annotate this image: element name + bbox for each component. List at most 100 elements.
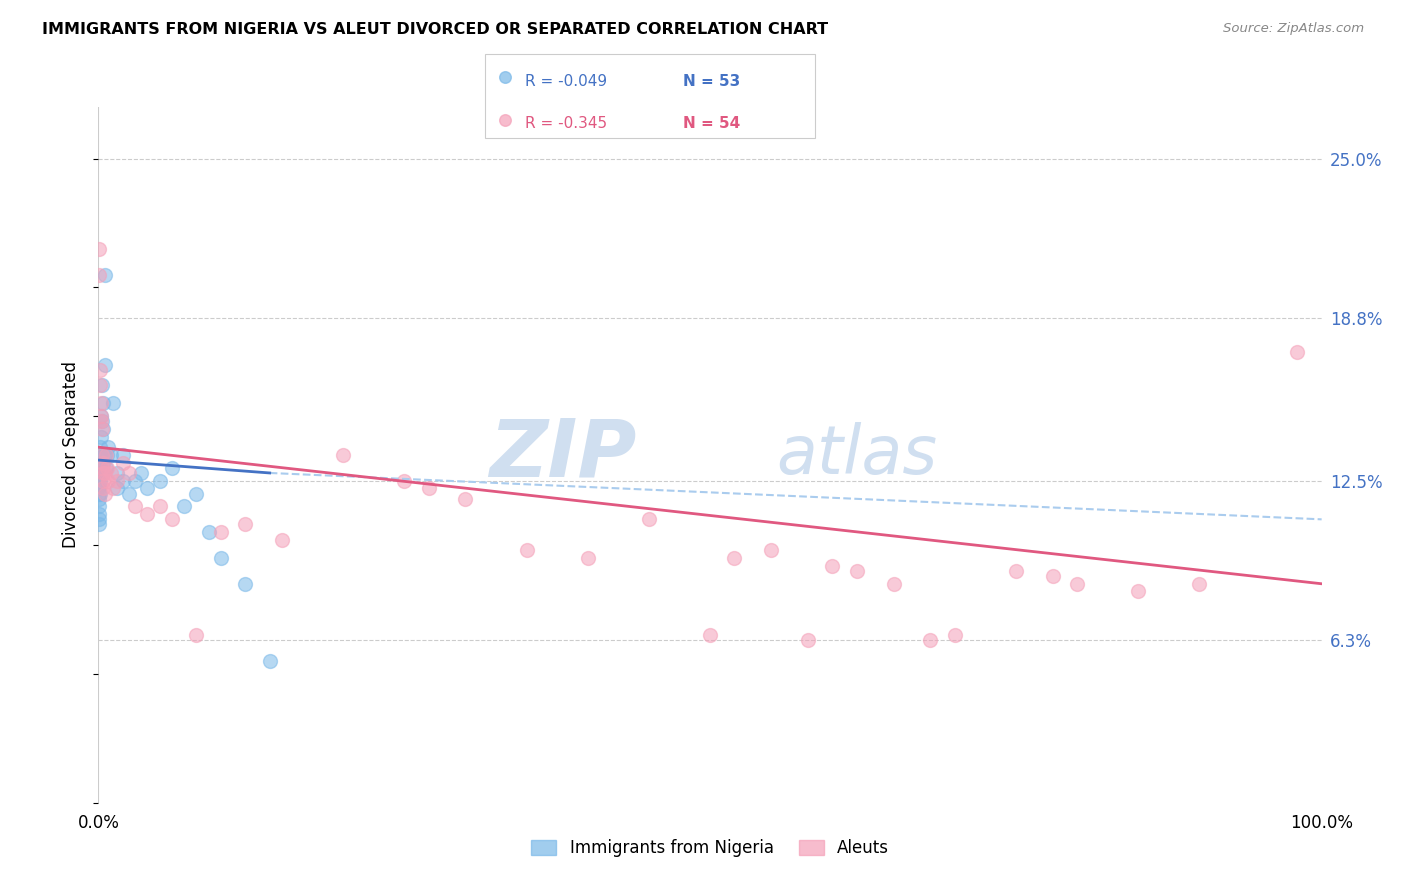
Point: [87, 517, 110, 532]
Point: [494, 70, 516, 85]
Point: [920, 633, 942, 648]
Point: [943, 628, 966, 642]
Point: [723, 551, 745, 566]
Point: [149, 474, 172, 488]
Point: [87, 512, 110, 526]
Point: [100, 466, 122, 480]
Point: [87, 242, 110, 256]
Text: R = -0.049: R = -0.049: [524, 74, 607, 89]
Point: [96, 460, 118, 475]
Point: [209, 551, 232, 566]
Point: [124, 474, 146, 488]
Legend: Immigrants from Nigeria, Aleuts: Immigrants from Nigeria, Aleuts: [524, 833, 896, 864]
Point: [259, 654, 281, 668]
Point: [90, 396, 112, 410]
Point: [845, 564, 868, 578]
Text: ZIP: ZIP: [489, 416, 637, 494]
Point: [797, 633, 820, 648]
Point: [97, 440, 120, 454]
Point: [89, 456, 111, 470]
Point: [87, 474, 110, 488]
Text: IMMIGRANTS FROM NIGERIA VS ALEUT DIVORCED OR SEPARATED CORRELATION CHART: IMMIGRANTS FROM NIGERIA VS ALEUT DIVORCE…: [42, 22, 828, 37]
Point: [91, 448, 114, 462]
Point: [160, 512, 183, 526]
Point: [91, 466, 114, 480]
Point: [118, 486, 141, 500]
Point: [87, 268, 110, 282]
Point: [97, 474, 120, 488]
Point: [136, 507, 159, 521]
Point: [105, 466, 128, 480]
Point: [91, 474, 114, 488]
Point: [332, 448, 354, 462]
Point: [90, 409, 112, 424]
Point: [87, 460, 110, 475]
Point: [101, 482, 124, 496]
Point: [883, 576, 905, 591]
Point: [173, 500, 195, 514]
Point: [93, 466, 115, 480]
Point: [124, 500, 146, 514]
Point: [87, 456, 110, 470]
Point: [1286, 344, 1309, 359]
Point: [494, 112, 516, 127]
Point: [149, 500, 172, 514]
Point: [91, 396, 114, 410]
FancyBboxPatch shape: [485, 54, 815, 138]
Point: [91, 466, 114, 480]
Point: [91, 448, 114, 462]
Point: [111, 456, 134, 470]
Point: [90, 409, 112, 424]
Text: R = -0.345: R = -0.345: [524, 117, 607, 131]
Point: [136, 482, 159, 496]
Point: [100, 448, 122, 462]
Point: [91, 414, 114, 428]
Point: [233, 517, 256, 532]
Point: [91, 482, 114, 496]
Point: [392, 474, 416, 488]
Point: [454, 491, 477, 506]
Point: [87, 507, 110, 521]
Point: [101, 396, 124, 410]
Point: [89, 440, 111, 454]
Y-axis label: Divorced or Separated: Divorced or Separated: [62, 361, 80, 549]
Point: [93, 448, 115, 462]
Point: [93, 268, 115, 282]
Point: [89, 363, 111, 377]
Point: [418, 482, 440, 496]
Point: [111, 448, 134, 462]
Point: [1128, 584, 1150, 599]
Point: [761, 543, 783, 558]
Point: [94, 448, 117, 462]
Text: Source: ZipAtlas.com: Source: ZipAtlas.com: [1223, 22, 1364, 36]
Point: [96, 448, 118, 462]
Point: [87, 500, 110, 514]
Point: [93, 486, 115, 500]
Point: [87, 482, 110, 496]
Point: [91, 378, 114, 392]
Point: [89, 466, 111, 480]
Point: [89, 460, 111, 475]
Point: [90, 414, 112, 428]
Point: [197, 525, 219, 540]
Point: [821, 558, 844, 573]
Point: [93, 358, 115, 372]
Text: N = 54: N = 54: [683, 117, 741, 131]
Point: [87, 479, 110, 493]
Point: [90, 430, 112, 444]
Point: [91, 422, 114, 436]
Point: [91, 456, 114, 470]
Point: [209, 525, 232, 540]
Point: [1004, 564, 1026, 578]
Text: N = 53: N = 53: [683, 74, 741, 89]
Point: [94, 460, 117, 475]
Point: [91, 422, 114, 436]
Point: [105, 474, 128, 488]
Point: [186, 628, 208, 642]
Point: [89, 448, 111, 462]
Point: [1188, 576, 1211, 591]
Point: [111, 474, 134, 488]
Point: [129, 466, 152, 480]
Point: [638, 512, 661, 526]
Point: [105, 482, 128, 496]
